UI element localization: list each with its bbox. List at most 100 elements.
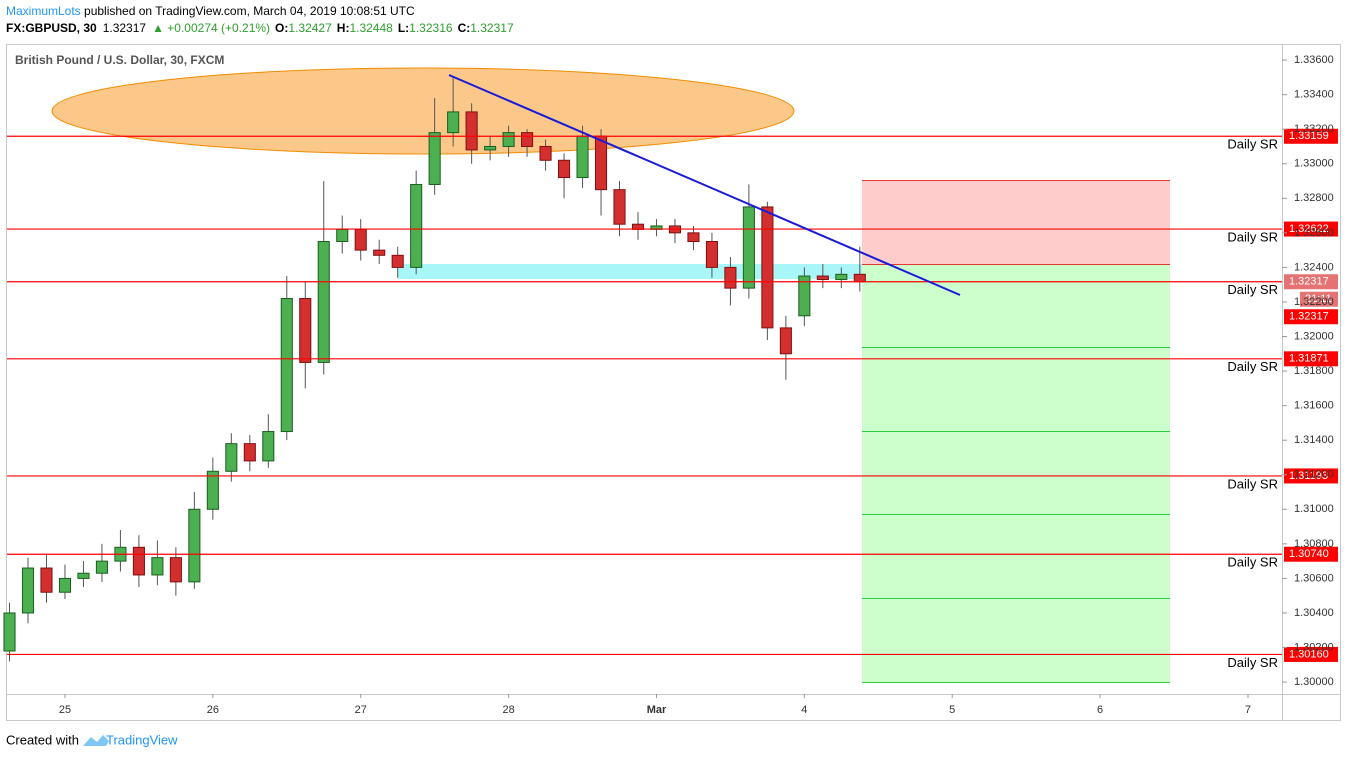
candle-body (835, 273, 848, 280)
y-tick-label: 1.30000 (1294, 676, 1334, 688)
y-tick-label: 1.31000 (1294, 503, 1334, 515)
reward-box (862, 265, 1170, 682)
last: 1.32317 (103, 21, 147, 35)
candle-body (779, 327, 792, 355)
published: published on TradingView.com, March 04, … (81, 4, 415, 18)
x-tick-label: 5 (949, 704, 955, 716)
symbol: FX:GBPUSD, 30 (6, 21, 97, 35)
footer: Created with TradingView (6, 732, 178, 747)
x-tick-label: 4 (801, 704, 807, 716)
candle-body (613, 189, 626, 225)
ohlc-value: 1.32427 (288, 21, 332, 35)
sr-label: Daily SR (1227, 476, 1278, 491)
ohlc-label: C: (458, 21, 471, 35)
candle-body (132, 546, 145, 576)
candle-body (3, 612, 16, 652)
sr-label: Daily SR (1227, 137, 1278, 152)
candle-body (558, 159, 571, 179)
y-tick-label: 1.31800 (1294, 365, 1334, 377)
candle-body (336, 228, 349, 242)
sr-badge-label: 1.32622 (1289, 223, 1329, 235)
y-tick-label: 1.33600 (1294, 54, 1334, 66)
sr-label: Daily SR (1227, 555, 1278, 570)
candle-body (576, 135, 589, 179)
x-tick-label: 25 (59, 704, 71, 716)
symbol-line: FX:GBPUSD, 30 1.32317 ▲ +0.00274 (+0.21%) O… (6, 21, 514, 35)
candle-body (428, 132, 441, 185)
sr-badge (1284, 128, 1338, 144)
candle-body (95, 560, 108, 574)
y-tick-label: 1.33400 (1294, 89, 1334, 101)
ohlc-value: 1.32316 (409, 21, 453, 35)
ohlc-label: L: (398, 21, 409, 35)
candle-body (724, 266, 737, 289)
resistance-zone (51, 67, 795, 155)
candle-body (742, 206, 755, 289)
candle-body (317, 240, 330, 363)
sr-badge-label: 1.33159 (1289, 130, 1329, 142)
candle-body (761, 206, 774, 329)
candle-body (280, 298, 293, 433)
candle-body (299, 298, 312, 363)
sr-badge (1284, 468, 1338, 484)
candle-body (21, 567, 35, 614)
candle-body (151, 557, 164, 576)
sr-badge-label: 1.30740 (1289, 548, 1329, 560)
author[interactable]: MaximumLots (6, 4, 81, 18)
y-tick-label: 1.33000 (1294, 158, 1334, 170)
header-line: MaximumLots published on TradingView.com… (6, 4, 415, 18)
axes: 1.33600 1.33400 1.33200 1.33000 1.32800 1.326… (59, 54, 1334, 716)
sr-badge-label: 1.31871 (1289, 353, 1329, 365)
levels: Daily SR 1.33159 Daily SR 1.32622 Daily SR 1.… (7, 128, 1338, 670)
y-tick-label: 1.30400 (1294, 607, 1334, 619)
candle-body (354, 228, 367, 251)
candle-body (410, 183, 423, 268)
sr-badge (1284, 351, 1338, 367)
sr-label: Daily SR (1227, 359, 1278, 374)
candle-body (594, 135, 608, 191)
candles (3, 77, 866, 662)
candle-body (539, 145, 552, 161)
candle-body (225, 443, 238, 472)
candle-body (502, 132, 515, 147)
ohlc-label: O: (275, 21, 288, 35)
y-tick-label: 1.30200 (1294, 641, 1334, 653)
y-tick-label: 1.32400 (1294, 261, 1334, 273)
candle-body (169, 557, 182, 583)
last-price-badge (1284, 274, 1338, 290)
candle-body (465, 111, 478, 151)
trend-line (448, 74, 961, 296)
sr-badge (1284, 546, 1338, 562)
y-tick-label: 1.32600 (1294, 227, 1334, 239)
y-tick-label: 1.31600 (1294, 400, 1334, 412)
y-tick-label: 1.31200 (1294, 469, 1334, 481)
candle-body (243, 443, 256, 462)
last-price-label: 1.32317 (1289, 276, 1329, 288)
candle-body (687, 232, 700, 242)
x-tick-label: 7 (1245, 704, 1251, 716)
sr-badge (1284, 646, 1338, 662)
risk-box (862, 180, 1170, 264)
x-tick-label: 6 (1097, 704, 1103, 716)
candle-body (391, 254, 404, 268)
y-tick-label: 1.32200 (1294, 296, 1334, 308)
y-tick-label: 1.32800 (1294, 192, 1334, 204)
candle-body (77, 572, 90, 579)
candle-body (262, 431, 275, 462)
sr-badge (1284, 309, 1338, 325)
logo (83, 735, 109, 746)
footer-brand[interactable]: TradingView (106, 732, 178, 747)
y-tick-label: 1.30600 (1294, 572, 1334, 584)
y-tick-label: 1.30800 (1294, 538, 1334, 550)
drawings-back (51, 67, 1170, 683)
y-tick-label: 1.31400 (1294, 434, 1334, 446)
chart-title: British Pound / U.S. Dollar, 30, FXCM (15, 53, 224, 67)
sr-badge-label: 1.32317 (1289, 311, 1329, 323)
candle-body (58, 577, 72, 593)
sr-badge (1284, 221, 1338, 237)
footer-text: Created with (6, 732, 79, 747)
sr-label: Daily SR (1227, 229, 1278, 244)
candle-body (705, 240, 718, 268)
